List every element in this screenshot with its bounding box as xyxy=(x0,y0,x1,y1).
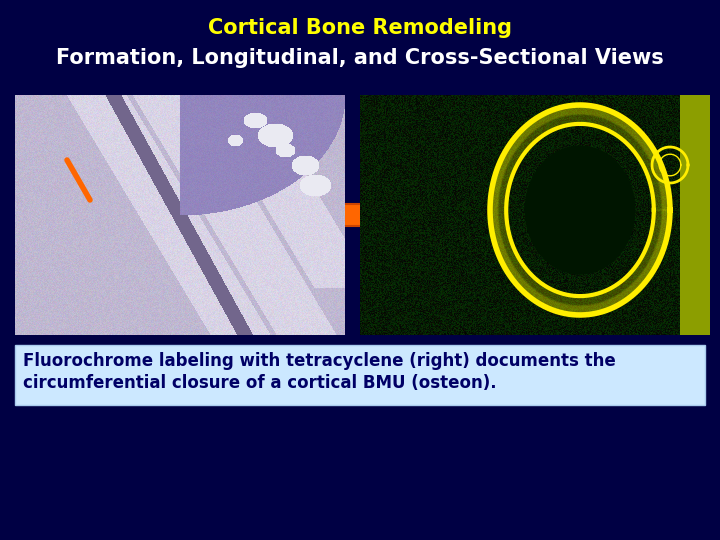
Text: Formation, Longitudinal, and Cross-Sectional Views: Formation, Longitudinal, and Cross-Secti… xyxy=(56,48,664,68)
FancyBboxPatch shape xyxy=(404,197,441,221)
FancyBboxPatch shape xyxy=(15,345,705,405)
Text: Cortical Bone Remodeling: Cortical Bone Remodeling xyxy=(208,18,512,38)
Text: Fluorochrome labeling with tetracyclene (right) documents the: Fluorochrome labeling with tetracyclene … xyxy=(23,352,616,370)
Text: #1: #1 xyxy=(411,241,433,255)
FancyArrow shape xyxy=(310,196,392,234)
Text: circumferential closure of a cortical BMU (osteon).: circumferential closure of a cortical BM… xyxy=(23,374,497,392)
Polygon shape xyxy=(525,145,635,274)
Text: #2: #2 xyxy=(411,203,433,217)
FancyBboxPatch shape xyxy=(404,235,441,259)
